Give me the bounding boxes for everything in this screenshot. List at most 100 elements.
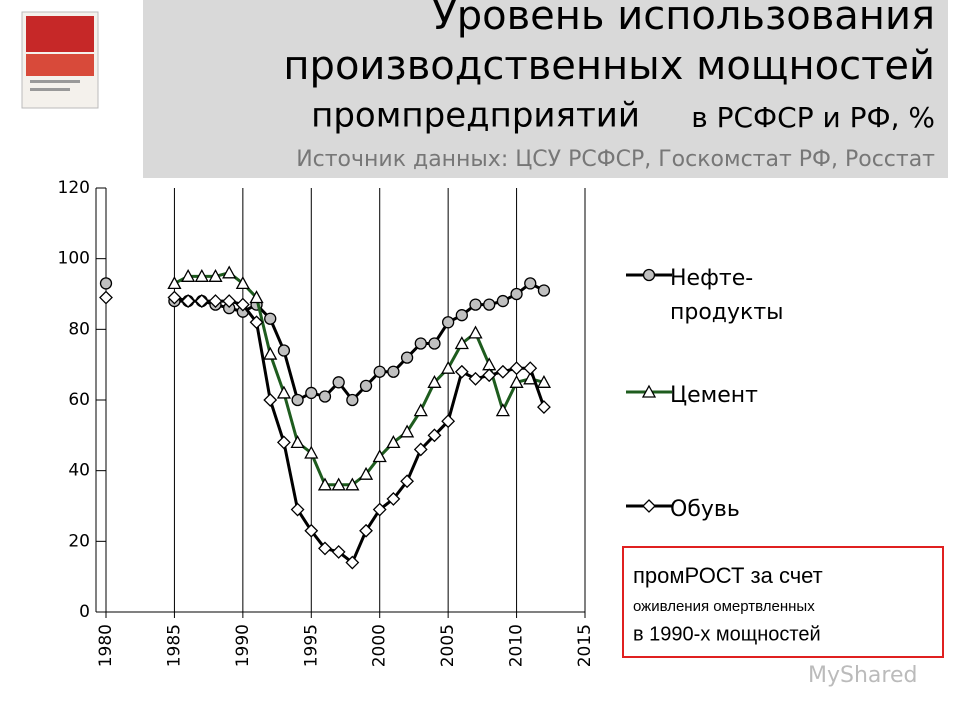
legend-marker xyxy=(642,268,656,282)
point xyxy=(359,379,373,393)
point xyxy=(386,435,401,449)
point xyxy=(359,523,373,538)
point xyxy=(346,393,359,407)
point xyxy=(495,403,510,417)
x-tick-label: 2015 xyxy=(575,624,595,667)
annotation: оживления омертвленных xyxy=(633,598,815,615)
point xyxy=(290,502,305,517)
point xyxy=(358,466,374,480)
point xyxy=(277,344,291,357)
point xyxy=(400,351,414,364)
point xyxy=(222,294,237,308)
point xyxy=(181,268,196,282)
point xyxy=(235,297,250,312)
point xyxy=(537,400,551,414)
point xyxy=(167,276,182,290)
point xyxy=(318,390,332,403)
legend-label: Цемент xyxy=(670,383,758,408)
chart-title: производственных мощностей xyxy=(283,43,935,89)
legend-label: Нефте-продукты xyxy=(670,266,784,325)
chart-title: промпредприятий xyxy=(311,96,640,136)
point xyxy=(331,477,346,491)
point xyxy=(523,361,538,376)
point xyxy=(468,325,483,339)
point xyxy=(332,376,345,389)
point xyxy=(536,374,552,388)
legend-marker xyxy=(641,384,657,398)
point xyxy=(263,346,278,360)
legend-marker xyxy=(642,499,656,513)
watermark: MyShared xyxy=(808,663,917,688)
point xyxy=(413,403,428,417)
point xyxy=(509,361,524,376)
point xyxy=(441,316,455,329)
point xyxy=(427,428,442,443)
point xyxy=(264,312,277,325)
book-cover xyxy=(21,11,99,109)
point xyxy=(441,360,456,374)
point xyxy=(222,265,237,279)
point xyxy=(181,294,196,308)
point xyxy=(495,364,510,379)
point xyxy=(208,294,223,308)
x-tick-label: 2010 xyxy=(507,624,527,667)
y-tick-label: 40 xyxy=(68,461,90,481)
point xyxy=(263,393,278,407)
point xyxy=(482,357,497,371)
point xyxy=(304,523,319,538)
y-tick-label: 0 xyxy=(79,602,90,622)
point xyxy=(455,309,468,322)
point xyxy=(194,268,209,282)
point xyxy=(469,298,482,311)
point xyxy=(276,435,291,450)
point xyxy=(318,541,332,556)
chart-title-unit: в РСФСР и РФ, % xyxy=(691,101,935,134)
point xyxy=(194,294,209,308)
point xyxy=(235,276,250,290)
annotation: промРОСТ за счет xyxy=(633,563,823,588)
chart-title: Уровень использования xyxy=(432,0,935,39)
point xyxy=(524,277,537,290)
point xyxy=(386,492,401,506)
point xyxy=(468,371,483,386)
point xyxy=(414,337,427,350)
point xyxy=(305,386,318,400)
x-tick-label: 2000 xyxy=(370,624,390,667)
point xyxy=(428,337,441,350)
x-tick-label: 2005 xyxy=(438,624,458,667)
legend-label: Обувь xyxy=(670,497,740,522)
point xyxy=(387,365,400,378)
point xyxy=(291,393,304,407)
point xyxy=(482,368,497,383)
point xyxy=(510,287,523,301)
point xyxy=(372,502,387,517)
point xyxy=(454,336,469,350)
annotation-box xyxy=(622,546,944,658)
y-tick-label: 100 xyxy=(58,249,90,269)
point xyxy=(441,414,456,429)
point xyxy=(345,555,360,570)
y-tick-label: 60 xyxy=(68,390,90,410)
point xyxy=(249,315,264,330)
point xyxy=(345,477,360,491)
point xyxy=(290,435,305,449)
annotation: в 1990-х мощностей xyxy=(633,623,821,645)
x-tick-label: 1990 xyxy=(233,624,253,667)
point xyxy=(427,374,442,388)
source: Источник данных: ЦСУ РСФСР, Госкомстат Р… xyxy=(296,147,935,172)
point xyxy=(304,445,319,459)
point xyxy=(454,364,469,379)
point xyxy=(537,284,551,297)
point xyxy=(372,449,387,463)
x-tick-label: 1985 xyxy=(164,624,184,667)
point xyxy=(167,290,182,305)
y-tick-label: 80 xyxy=(68,319,90,339)
y-tick-label: 120 xyxy=(58,178,90,198)
x-tick-label: 1980 xyxy=(96,624,116,667)
point xyxy=(276,385,292,399)
x-tick-label: 1995 xyxy=(301,624,321,667)
point xyxy=(208,268,223,282)
series-line xyxy=(174,281,545,403)
point xyxy=(509,374,524,388)
